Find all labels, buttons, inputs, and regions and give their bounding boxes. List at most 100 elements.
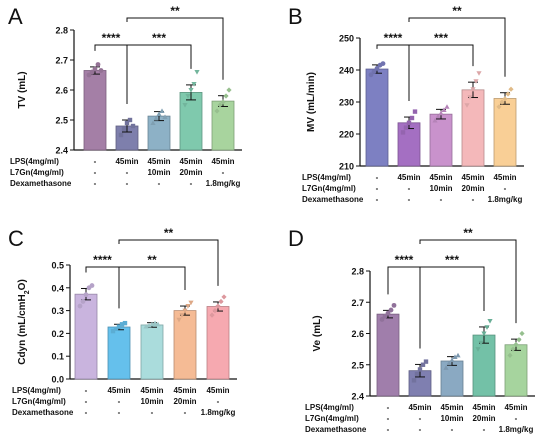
y-tick-label: 2.8: [351, 267, 364, 277]
treatment-cell: -: [85, 408, 88, 417]
treatment-row-label: LPS(4mg/ml): [12, 386, 61, 395]
treatment-cell: -: [126, 179, 129, 188]
treatment-cell: -: [126, 168, 129, 177]
treatment-cell: -: [85, 386, 88, 395]
treatment-cell: -: [118, 397, 121, 406]
data-point: [424, 359, 428, 363]
data-point: [122, 127, 126, 131]
treatment-cell: 10min: [140, 397, 163, 406]
data-point: [128, 118, 132, 122]
significance-label: **: [170, 4, 180, 18]
data-point: [381, 61, 386, 66]
data-point: [508, 87, 513, 92]
data-point: [221, 294, 226, 299]
data-point: [81, 299, 86, 304]
treatment-cell: 1.8mg/kg: [206, 179, 241, 188]
data-point: [218, 299, 223, 304]
y-tick-label: 2.4: [351, 392, 364, 402]
bar: [441, 361, 463, 396]
significance-bracket: [420, 240, 516, 323]
treatment-cell: 45min: [115, 157, 138, 166]
treatment-cell: 45min: [173, 386, 196, 395]
y-tick-label: 2.4: [55, 146, 68, 156]
treatment-cell: -: [376, 195, 379, 204]
treatment-cell: 10min: [147, 168, 170, 177]
treatment-cell: -: [408, 184, 411, 193]
data-point: [78, 304, 83, 309]
treatment-cell: -: [94, 179, 97, 188]
data-point: [123, 321, 127, 325]
y-tick-label: 210: [339, 162, 354, 172]
treatment-cell: -: [376, 173, 379, 182]
treatment-cell: -: [85, 397, 88, 406]
y-tick-label: 2.7: [55, 56, 68, 66]
treatment-row-label: Dexamethasone: [302, 195, 364, 204]
treatment-cell: 45min: [429, 173, 452, 182]
bar: [148, 116, 170, 150]
treatment-cell: 10min: [440, 414, 463, 423]
treatment-cell: -: [472, 195, 475, 204]
y-tick-label: 2.6: [55, 86, 68, 96]
bar: [505, 345, 527, 396]
significance-bracket: [127, 18, 223, 80]
bar: [398, 123, 420, 166]
treatment-cell: 45min: [461, 173, 484, 182]
data-point: [487, 319, 492, 324]
significance-label: **: [147, 253, 157, 267]
significance-label: ****: [102, 31, 121, 45]
panel-c: CCdyn (mL/cmH2O)0.00.10.20.30.40.5 **** **…: [8, 226, 237, 417]
data-point: [99, 68, 104, 73]
y-tick-label: 0.0: [51, 375, 64, 385]
treatment-row-label: Dexamethasone: [10, 179, 72, 188]
bar: [84, 71, 106, 151]
data-point: [516, 337, 521, 342]
y-tick-label: 2.5: [55, 116, 68, 126]
treatment-cell: 45min: [107, 386, 130, 395]
data-point: [413, 109, 417, 113]
bar: [180, 92, 202, 150]
treatment-row-label: L7Gn(4mg/ml): [10, 168, 64, 177]
treatment-cell: -: [504, 184, 507, 193]
y-axis-label: TV (mL): [17, 71, 28, 108]
bar: [174, 311, 196, 379]
treatment-row-label: L7Gn(4mg/ml): [12, 397, 66, 406]
treatment-row-label: LPS(4mg/ml): [305, 403, 354, 412]
treatment-cell: 1.8mg/kg: [499, 425, 534, 434]
treatment-row-label: Dexamethasone: [305, 425, 367, 434]
data-point: [96, 62, 101, 67]
treatment-cell: -: [222, 168, 225, 177]
data-point: [484, 325, 489, 330]
treatment-cell: -: [451, 425, 454, 434]
significance-label: ****: [384, 31, 403, 45]
panel-d: DVe (mL)2.42.52.62.72.8**** *****LPS(4mg/…: [288, 226, 535, 434]
treatment-cell: -: [376, 184, 379, 193]
significance-label: **: [463, 226, 473, 240]
bar: [108, 327, 130, 379]
bar: [377, 314, 399, 396]
panel-letter: D: [288, 226, 304, 251]
treatment-cell: 45min: [440, 403, 463, 412]
treatment-row-label: Dexamethasone: [12, 408, 74, 417]
treatment-cell: 20min: [179, 168, 202, 177]
panel-a: ATV (mL)2.42.52.62.72.8**** *****LPS(4mg/…: [8, 4, 242, 188]
treatment-cell: -: [483, 425, 486, 434]
data-point: [476, 71, 481, 76]
data-point: [392, 303, 397, 308]
y-axis-label: Cdyn (mL/cmH2O): [17, 279, 31, 365]
significance-bracket: [119, 240, 218, 286]
treatment-cell: 45min: [147, 157, 170, 166]
treatment-cell: -: [118, 408, 121, 417]
data-point: [191, 82, 196, 87]
significance-label: ***: [434, 31, 448, 45]
significance-label: ***: [152, 31, 166, 45]
treatment-cell: 45min: [211, 157, 234, 166]
treatment-cell: 20min: [173, 397, 196, 406]
treatment-cell: 45min: [206, 386, 229, 395]
treatment-cell: -: [184, 408, 187, 417]
treatment-cell: -: [94, 168, 97, 177]
y-tick-label: 220: [339, 130, 354, 140]
significance-label: ***: [445, 253, 459, 267]
data-point: [455, 353, 460, 358]
data-point: [90, 283, 95, 288]
